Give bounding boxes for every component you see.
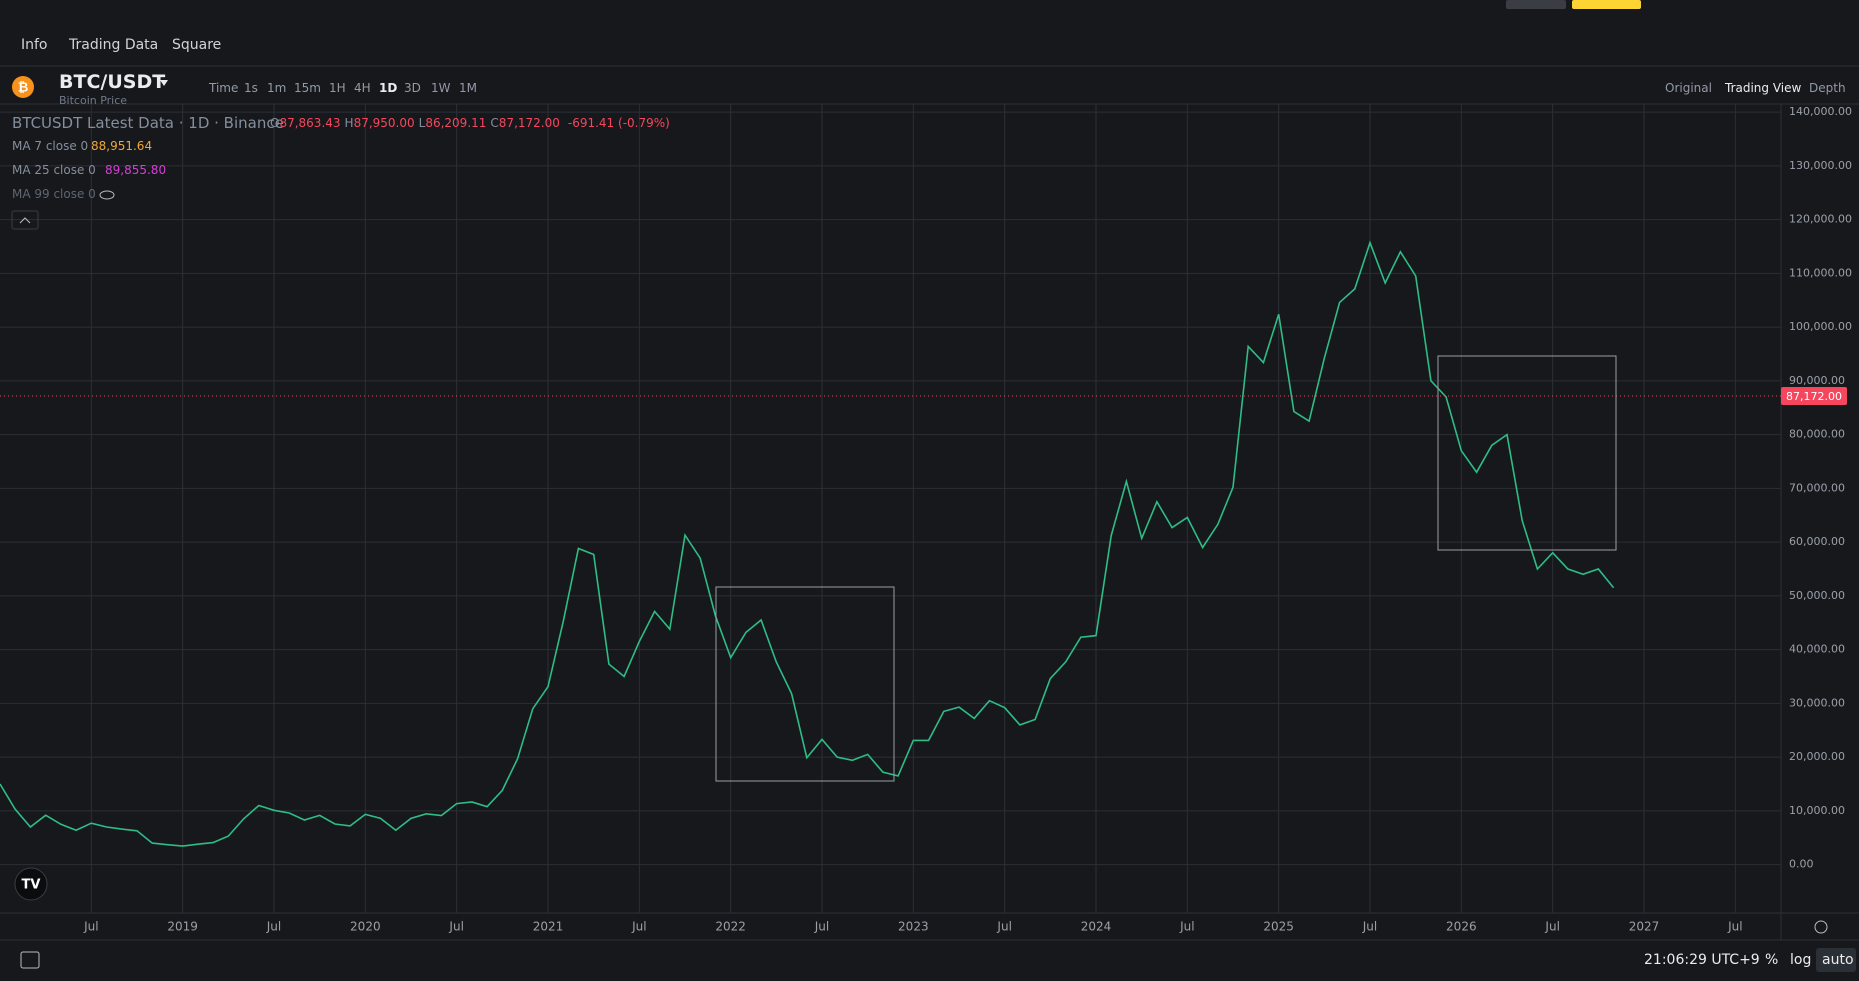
price-line-series (0, 240, 1615, 847)
interval[interactable]: 1M (459, 81, 477, 95)
view-option[interactable]: Depth (1809, 81, 1846, 95)
ohlc-key: H (344, 116, 354, 130)
symbol-dropdown[interactable] (160, 80, 168, 86)
x-tick-label: Jul (448, 920, 463, 934)
ma-label: MA 7 close 0 (12, 139, 89, 153)
y-tick-label: 90,000.00 (1789, 374, 1845, 387)
drawn-box[interactable] (1437, 355, 1617, 551)
interval[interactable]: 1s (244, 81, 258, 95)
y-tick-label: 40,000.00 (1789, 643, 1845, 656)
symbol-subtitle: Bitcoin Price (59, 94, 128, 107)
x-tick-label: 2024 (1081, 920, 1112, 934)
x-tick-label: 2020 (350, 920, 381, 934)
interval[interactable]: Time (209, 81, 239, 95)
ohlc-item: L86,209.11 (419, 116, 487, 130)
y-tick-label: 110,000.00 (1789, 266, 1852, 279)
y-tick-label: 60,000.00 (1789, 535, 1845, 548)
change: -691.41 (-0.79%) (567, 116, 670, 130)
interval[interactable]: 1m (267, 81, 287, 95)
coin-icon (12, 76, 34, 98)
x-tick-label: Jul (266, 920, 281, 934)
ohlc-item: H87,950.00 (345, 116, 415, 130)
scale-button[interactable]: % (1765, 952, 1779, 968)
x-tick-label: 2026 (1446, 920, 1477, 934)
y-tick-label: 0.00 (1789, 858, 1814, 871)
y-tick-label: 140,000.00 (1789, 105, 1852, 118)
clock: 21:06:29 UTC+9 (1644, 952, 1760, 968)
x-tick-label: 2023 (898, 920, 929, 934)
ohlc-key: O (270, 116, 280, 130)
legend-title: BTCUSDT Latest Data · 1D · Binance (12, 114, 284, 132)
y-tick-label: 130,000.00 (1789, 159, 1852, 172)
interval[interactable]: 1H (329, 81, 346, 95)
ohlc: O87,863.43 H87,950.00 L86,209.11 C87,172.00… (270, 116, 670, 130)
x-tick-label: Jul (1179, 920, 1194, 934)
x-tick-label: 2027 (1629, 920, 1660, 934)
ma-label: MA 25 close 0 (12, 163, 96, 177)
hide-icon[interactable] (99, 190, 115, 200)
y-tick-label: 10,000.00 (1789, 804, 1845, 817)
ohlc-value: 87,950.00 (353, 116, 415, 130)
x-tick-label: Jul (1727, 920, 1742, 934)
ma-value: 89,855.80 (105, 163, 167, 177)
y-tick-label: 70,000.00 (1789, 481, 1845, 494)
y-tick-label: 100,000.00 (1789, 320, 1852, 333)
x-tick-label: 2021 (533, 920, 564, 934)
calendar-icon[interactable] (20, 951, 40, 969)
tv-logo-glyph: TV (22, 878, 41, 893)
plot-area (0, 104, 1781, 913)
collapse-legend[interactable] (11, 210, 39, 230)
settings-icon[interactable] (1814, 920, 1828, 934)
y-tick-label: 120,000.00 (1789, 213, 1852, 226)
view-option[interactable]: Trading View (1725, 81, 1802, 95)
ohlc-value: 87,863.43 (279, 116, 341, 130)
top-button[interactable] (1572, 0, 1641, 9)
y-tick-label: 80,000.00 (1789, 428, 1845, 441)
coin-icon-glyph: ₿ (18, 81, 29, 96)
x-tick-label: Jul (996, 920, 1011, 934)
tv-logo[interactable] (14, 867, 48, 901)
ma-label: MA 99 close 0 (12, 187, 96, 201)
last-price-label: 87,172.00 (1786, 390, 1842, 403)
ohlc-value: 87,172.00 (498, 116, 560, 130)
x-tick-label: 2025 (1263, 920, 1294, 934)
tab[interactable]: Trading Data (69, 37, 159, 53)
x-tick-label: Jul (1362, 920, 1377, 934)
x-tick-label: 2019 (167, 920, 198, 934)
ma-value: 88,951.64 (91, 139, 153, 153)
x-tick-label: Jul (631, 920, 646, 934)
tab[interactable]: Info (21, 37, 48, 53)
interval[interactable]: 3D (404, 81, 421, 95)
ohlc-value: 86,209.11 (425, 116, 487, 130)
drawn-box[interactable] (715, 586, 895, 782)
x-tick-label: 2022 (715, 920, 746, 934)
ohlc-item: O87,863.43 (270, 116, 341, 130)
interval[interactable]: 1D (379, 81, 398, 95)
x-tick-label: Jul (83, 920, 98, 934)
x-tick-label: Jul (1544, 920, 1559, 934)
scale-button[interactable]: auto (1822, 952, 1854, 968)
y-tick-label: 30,000.00 (1789, 696, 1845, 709)
interval[interactable]: 1W (431, 81, 451, 95)
y-tick-label: 20,000.00 (1789, 750, 1845, 763)
tab[interactable]: Square (172, 37, 222, 53)
interval[interactable]: 15m (294, 81, 321, 95)
auto-button-bg (1816, 948, 1856, 972)
last-price-tag (1781, 387, 1847, 406)
ohlc-item: C87,172.00 (490, 116, 559, 130)
symbol[interactable]: BTC/USDT (59, 71, 166, 93)
x-tick-label: Jul (814, 920, 829, 934)
top-button[interactable] (1506, 0, 1566, 9)
y-tick-label: 50,000.00 (1789, 589, 1845, 602)
ohlc-key: C (490, 116, 499, 130)
view-option[interactable]: Original (1665, 81, 1712, 95)
interval[interactable]: 4H (354, 81, 371, 95)
ohlc-key: L (418, 116, 426, 130)
collapse-icon (19, 217, 31, 224)
scale-button[interactable]: log (1790, 952, 1812, 968)
